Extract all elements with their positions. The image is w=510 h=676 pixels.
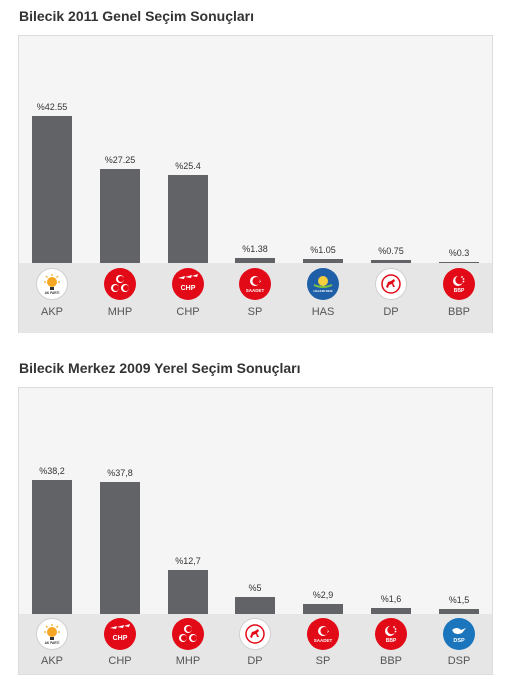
data-label: %1.38 (242, 244, 268, 255)
bar-sp (235, 258, 275, 263)
svg-text:AK PARTİ: AK PARTİ (45, 291, 60, 295)
data-label: %0.3 (448, 247, 470, 258)
category-label: MHP (175, 655, 201, 667)
data-label: %0.75 (378, 246, 404, 257)
bar-bbp (439, 261, 479, 263)
category-label: CHP (176, 306, 200, 318)
party-logo-strip: AK PARTİ AKP MHP CHP CHP SAADET SP HALKIN SESİ H… (19, 263, 492, 333)
plot-area: %42.55 %27.25 %25.4 %1.38 %1.05 %0.75 %0.3 (19, 36, 492, 263)
data-label: %38,2 (39, 466, 65, 477)
svg-text:SAADET: SAADET (314, 638, 333, 643)
svg-text:DSP: DSP (453, 638, 465, 644)
plot-area: %38,2 %37,8 %12,7 %5 %2,9 %1,6 %1,5 (19, 388, 492, 614)
category-label: BBP (379, 655, 402, 667)
chp-arrows-icon: CHP (172, 268, 204, 300)
data-label: %27.25 (104, 154, 136, 165)
bar-sp (303, 603, 343, 614)
chart-section-2011: Bilecik 2011 Genel Seçim Sonuçları %42.5… (0, 8, 510, 338)
data-label: %1,5 (448, 594, 470, 605)
bar-dsp (439, 608, 479, 614)
bar-chp (100, 481, 140, 614)
svg-text:HALKIN SESİ: HALKIN SESİ (313, 288, 332, 293)
bar-dp (371, 260, 411, 263)
chart-title: Bilecik Merkez 2009 Yerel Seçim Sonuçlar… (19, 360, 301, 376)
party-logo-strip: AK PARTİ AKP CHP CHP MHP DP SAADET SP BBP BBP DSP D… (19, 614, 492, 674)
category-label: CHP (108, 655, 132, 667)
akp-bulb-icon: AK PARTİ (36, 268, 68, 300)
chart-panel: %38,2 %37,8 %12,7 %5 %2,9 %1,6 %1,5 AK PARTİ AK… (18, 387, 493, 675)
dp-horse-icon (375, 268, 407, 300)
data-label: %37,8 (107, 467, 133, 478)
svg-text:BBP: BBP (386, 638, 397, 644)
chart-section-2009: Bilecik Merkez 2009 Yerel Seçim Sonuçlar… (0, 360, 510, 676)
data-label: %42.55 (36, 102, 68, 113)
data-label: %12,7 (175, 555, 201, 566)
category-label: SP (247, 306, 263, 318)
bbp-crescent-icon: BBP (443, 268, 475, 300)
svg-text:SAADET: SAADET (246, 288, 265, 293)
bbp-crescent-icon: BBP (375, 618, 407, 650)
akp-bulb-icon: AK PARTİ (36, 618, 68, 650)
dp-horse-icon (239, 618, 271, 650)
data-label: %25.4 (175, 161, 201, 172)
saadet-icon: SAADET (239, 268, 271, 300)
mhp-crescents-icon (104, 268, 136, 300)
chart-panel: %42.55 %27.25 %25.4 %1.38 %1.05 %0.75 %0.3 AK … (18, 35, 493, 333)
data-label: %2,9 (312, 589, 334, 600)
category-label: DP (247, 655, 263, 667)
has-sun-icon: HALKIN SESİ (307, 268, 339, 300)
category-label: BBP (447, 306, 470, 318)
dsp-dove-icon: DSP (443, 618, 475, 650)
bar-has (303, 259, 343, 263)
saadet-icon: SAADET (307, 618, 339, 650)
category-label: SP (315, 655, 331, 667)
svg-text:CHP: CHP (113, 635, 128, 642)
category-label: MHP (107, 306, 133, 318)
category-label: DP (383, 306, 399, 318)
bar-bbp (371, 608, 411, 614)
data-label: %5 (248, 582, 262, 593)
bar-mhp (168, 569, 208, 614)
bar-chp (168, 175, 208, 263)
category-label: HAS (311, 306, 335, 318)
bar-akp (32, 480, 72, 614)
category-label: DSP (447, 655, 471, 667)
svg-text:CHP: CHP (181, 285, 196, 292)
chp-arrows-icon: CHP (104, 618, 136, 650)
svg-text:BBP: BBP (454, 288, 465, 294)
bar-mhp (100, 168, 140, 263)
mhp-crescents-icon (172, 618, 204, 650)
svg-text:AK PARTİ: AK PARTİ (45, 641, 60, 645)
bar-dp (235, 596, 275, 614)
category-label: AKP (40, 306, 63, 318)
data-label: %1.05 (310, 245, 336, 256)
chart-title: Bilecik 2011 Genel Seçim Sonuçları (19, 8, 255, 24)
bar-akp (32, 116, 72, 263)
data-label: %1,6 (380, 594, 402, 605)
category-label: AKP (40, 655, 63, 667)
